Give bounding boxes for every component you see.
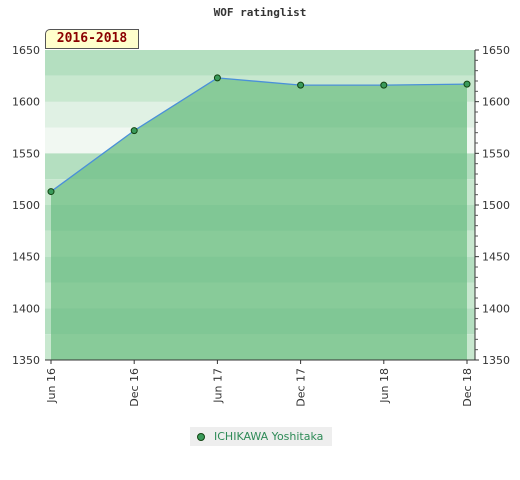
legend[interactable]: ICHIKAWA Yoshitaka <box>190 427 332 446</box>
y-tick-label-right: 1500 <box>482 199 510 212</box>
y-tick-label-left: 1650 <box>12 44 40 57</box>
y-tick-label-left: 1400 <box>12 302 40 315</box>
x-tick-label: Jun 16 <box>45 368 58 404</box>
data-point <box>47 188 55 196</box>
x-tick-label: Jun 17 <box>211 368 224 404</box>
y-tick-label-right: 1450 <box>482 251 510 264</box>
x-tick-label: Dec 17 <box>295 368 308 407</box>
y-tick-label-right: 1550 <box>482 147 510 160</box>
y-tick-label-right: 1350 <box>482 354 510 367</box>
area-band <box>51 205 467 231</box>
legend-label: ICHIKAWA Yoshitaka <box>214 430 324 443</box>
date-range-badge: 2016-2018 <box>45 29 139 49</box>
data-point <box>297 81 305 89</box>
y-tick-label-left: 1350 <box>12 354 40 367</box>
data-point <box>380 81 388 89</box>
x-tick-label: Jun 18 <box>378 368 391 404</box>
y-tick-label-right: 1400 <box>482 302 510 315</box>
x-tick-label: Dec 18 <box>461 368 474 407</box>
area-band <box>51 308 467 335</box>
data-point <box>130 127 138 135</box>
y-tick-label-right: 1650 <box>482 44 510 57</box>
y-tick-label-left: 1450 <box>12 251 40 264</box>
plot-band <box>45 50 475 76</box>
chart-title: WOF ratinglist <box>213 6 307 19</box>
area-band <box>51 153 467 180</box>
series-area <box>51 77 467 361</box>
data-point <box>463 80 471 88</box>
area-band <box>51 256 467 283</box>
y-tick-label-left: 1550 <box>12 147 40 160</box>
x-tick-label: Dec 16 <box>128 368 141 407</box>
legend-marker <box>197 432 205 441</box>
series-line <box>50 77 468 193</box>
y-tick-label-right: 1600 <box>482 96 510 109</box>
y-tick-label-left: 1600 <box>12 96 40 109</box>
data-point <box>213 74 221 82</box>
y-tick-label-left: 1500 <box>12 199 40 212</box>
